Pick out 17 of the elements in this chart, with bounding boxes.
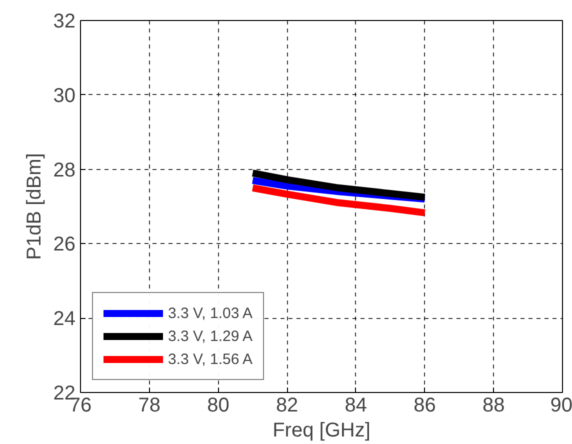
- x-tick-label: 86: [414, 394, 436, 416]
- x-tick-label: 88: [482, 394, 505, 416]
- x-tick-label: 82: [276, 394, 298, 416]
- legend-label: 3.3 V, 1.56 A: [168, 350, 253, 368]
- x-axis-title: Freq [GHz]: [272, 420, 370, 442]
- y-tick-label: 30: [53, 84, 76, 107]
- x-tick-label: 90: [550, 394, 572, 416]
- x-tick-label: 80: [207, 394, 230, 416]
- x-tick-label: 84: [344, 394, 368, 416]
- y-tick-label: 26: [53, 234, 76, 256]
- y-tick-label: 24: [53, 308, 76, 330]
- y-tick-label: 32: [53, 10, 76, 32]
- legend-label: 3.3 V, 1.29 A: [168, 328, 253, 344]
- y-tick-label: 28: [53, 159, 76, 182]
- x-tick-label: 78: [138, 394, 160, 416]
- y-axis-title: P1dB [dBm]: [23, 153, 46, 260]
- legend-label: 3.3 V, 1.03 A: [168, 304, 253, 322]
